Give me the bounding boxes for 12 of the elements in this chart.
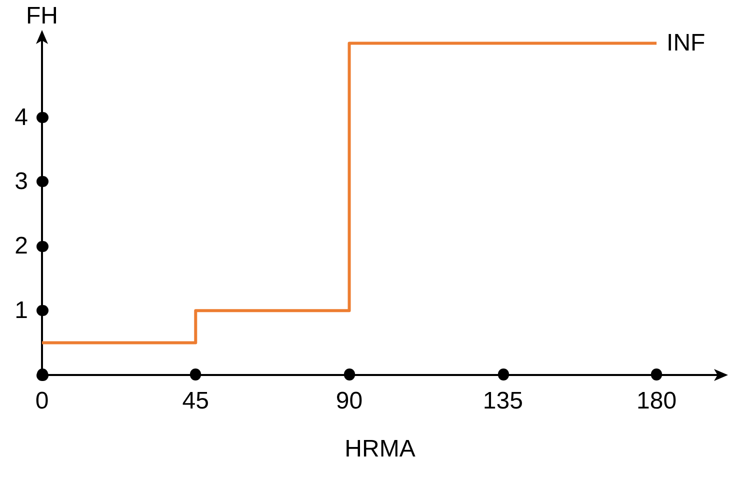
- y-tick-label: 1: [14, 297, 28, 324]
- y-axis-title: FH: [26, 2, 58, 30]
- annotation: INF: [666, 30, 706, 57]
- y-tick-label: 3: [14, 168, 28, 196]
- x-axis-title: HRMA: [344, 436, 416, 462]
- x-tick-label: 45: [182, 388, 209, 414]
- x-tick-label: 180: [636, 388, 677, 414]
- x-tick-label: 90: [336, 388, 363, 414]
- x-tick-label: 0: [35, 388, 49, 414]
- y-tick-label: 2: [14, 232, 28, 260]
- x-tick-label: 135: [482, 388, 523, 414]
- y-tick-label: 4: [14, 104, 28, 131]
